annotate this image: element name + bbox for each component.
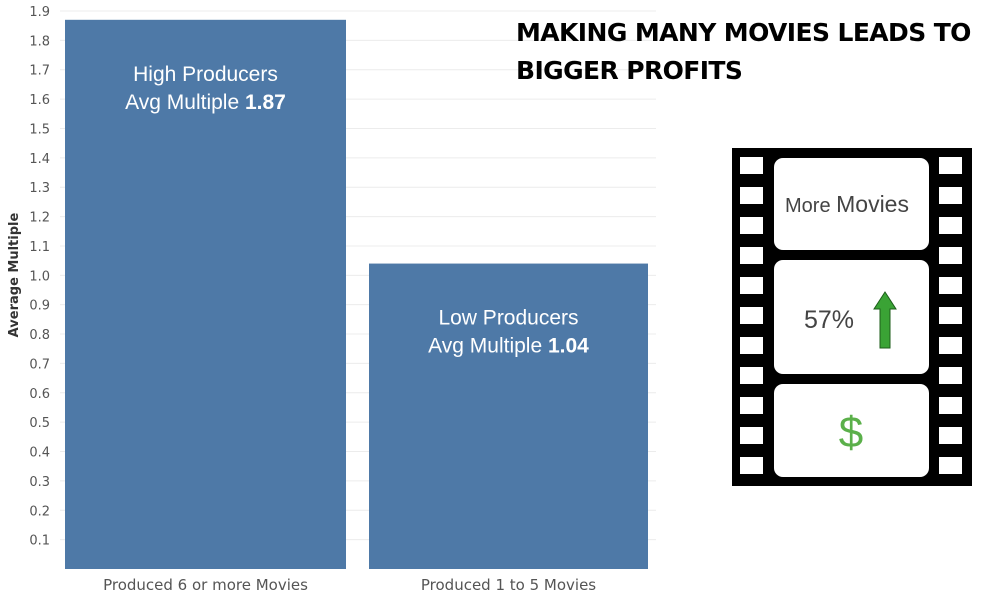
more-movies-label: More Movies <box>785 191 909 217</box>
y-tick-label: 1.5 <box>29 122 50 137</box>
sprocket-hole-right <box>939 307 962 324</box>
sprocket-hole-left <box>740 427 763 444</box>
movies-label: Movies <box>836 191 909 217</box>
bar-label-title: High Producers <box>133 63 278 86</box>
y-tick-label: 1.9 <box>29 5 50 20</box>
y-tick-label: 0.7 <box>29 357 50 372</box>
sprocket-hole-right <box>939 217 962 234</box>
sprocket-hole-right <box>939 397 962 414</box>
film-cell-3 <box>774 384 929 477</box>
sprocket-hole-left <box>740 397 763 414</box>
sprocket-hole-left <box>740 217 763 234</box>
sprocket-hole-right <box>939 247 962 264</box>
bar-value-prefix: Avg Multiple <box>428 335 548 358</box>
y-tick-label: 1.6 <box>29 93 50 108</box>
sprocket-hole-left <box>740 367 763 384</box>
y-tick-label: 1.3 <box>29 181 50 196</box>
sprocket-hole-right <box>939 457 962 474</box>
sprocket-hole-left <box>740 187 763 204</box>
headline-line-1: MAKING MANY MOVIES LEADS TO <box>516 18 971 47</box>
sprocket-holes <box>740 157 962 474</box>
film-cell-1 <box>774 158 929 250</box>
sprocket-hole-left <box>740 307 763 324</box>
sprocket-hole-left <box>740 457 763 474</box>
y-tick-label: 1.7 <box>29 64 50 79</box>
sprocket-hole-right <box>939 337 962 354</box>
sprocket-hole-right <box>939 427 962 444</box>
x-axis-categories: Produced 6 or more Movies Produced 1 to 5… <box>103 576 596 594</box>
y-axis-label: Average Multiple <box>7 213 22 338</box>
y-tick-label: 0.6 <box>29 387 50 402</box>
sprocket-hole-right <box>939 157 962 174</box>
y-tick-label: 0.1 <box>29 534 50 549</box>
dollar-sign: $ <box>839 408 863 457</box>
sprocket-hole-right <box>939 277 962 294</box>
y-axis-ticks: 0.1 0.2 0.3 0.4 0.5 0.6 0.7 0.8 0.9 1.0 1.1 1.2 1.3 1… <box>29 5 50 549</box>
bar-value: 1.87 <box>245 91 286 114</box>
y-tick-label: 1.4 <box>29 152 50 167</box>
sprocket-hole-left <box>740 157 763 174</box>
headline: MAKING MANY MOVIES LEADS TO BIGGER PROFI… <box>516 14 981 90</box>
sprocket-hole-left <box>740 337 763 354</box>
bars: High Producers Avg Multiple 1.87 Low Produ… <box>65 19 648 569</box>
bar-label-title: Low Producers <box>438 307 578 330</box>
bar-value: 1.04 <box>548 335 589 358</box>
bar <box>65 19 346 569</box>
more-label: More <box>785 195 836 217</box>
y-tick-label: 0.5 <box>29 416 50 431</box>
y-tick-label: 0.4 <box>29 446 50 461</box>
sprocket-hole-right <box>939 187 962 204</box>
y-tick-label: 0.9 <box>29 299 50 314</box>
sprocket-hole-left <box>740 277 763 294</box>
bar-value-label: Avg Multiple 1.87 <box>125 91 286 114</box>
x-category-label: Produced 1 to 5 Movies <box>421 576 596 594</box>
bar-value-prefix: Avg Multiple <box>125 91 245 114</box>
up-arrow-icon <box>873 291 897 349</box>
percent-label: 57% <box>804 306 854 334</box>
x-category-label: Produced 6 or more Movies <box>103 576 308 594</box>
y-tick-label: 1.0 <box>29 269 50 284</box>
sprocket-hole-left <box>740 247 763 264</box>
bar <box>369 263 648 569</box>
y-tick-label: 0.8 <box>29 328 50 343</box>
y-tick-label: 1.8 <box>29 34 50 49</box>
headline-line-2: BIGGER PROFITS <box>516 56 743 85</box>
bar-value-label: Avg Multiple 1.04 <box>428 335 589 358</box>
y-tick-label: 1.1 <box>29 240 50 255</box>
y-tick-label: 1.2 <box>29 211 50 226</box>
y-tick-label: 0.2 <box>29 504 50 519</box>
y-tick-label: 0.3 <box>29 475 50 490</box>
sprocket-hole-right <box>939 367 962 384</box>
